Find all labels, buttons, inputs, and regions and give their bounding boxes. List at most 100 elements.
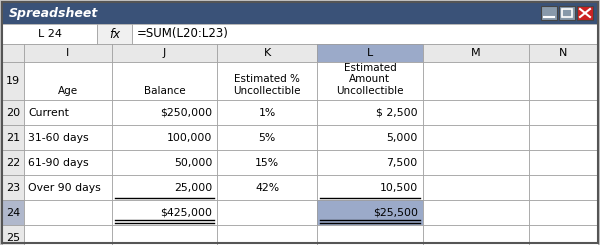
Bar: [529, 150, 598, 175]
Text: 5,000: 5,000: [386, 133, 418, 143]
Bar: [529, 175, 598, 200]
Text: M: M: [471, 48, 481, 58]
Bar: [317, 200, 423, 225]
Bar: [24, 225, 112, 245]
Bar: [24, 44, 112, 62]
Text: $25,500: $25,500: [373, 208, 418, 218]
Text: 20: 20: [6, 108, 20, 118]
Text: $425,000: $425,000: [160, 208, 212, 218]
Text: 100,000: 100,000: [167, 133, 212, 143]
Text: $250,000: $250,000: [160, 108, 212, 118]
Bar: [423, 62, 529, 100]
Bar: [112, 62, 217, 100]
Text: 7,500: 7,500: [386, 158, 418, 168]
Bar: [2, 175, 24, 200]
Bar: [423, 150, 529, 175]
Bar: [24, 125, 112, 150]
Bar: [423, 175, 529, 200]
Bar: [217, 150, 317, 175]
Bar: [423, 125, 529, 150]
Text: Balance: Balance: [143, 86, 185, 96]
Bar: [317, 150, 423, 175]
Bar: [529, 125, 598, 150]
Bar: [2, 44, 24, 62]
Bar: [112, 150, 217, 175]
Bar: [529, 225, 598, 245]
Bar: [541, 6, 557, 20]
Bar: [562, 9, 572, 17]
Bar: [24, 150, 112, 175]
Bar: [317, 100, 423, 125]
Text: 1%: 1%: [259, 108, 276, 118]
Text: 10,500: 10,500: [380, 183, 418, 193]
Text: Current: Current: [28, 108, 69, 118]
Bar: [2, 2, 598, 24]
Bar: [24, 175, 112, 200]
Bar: [529, 62, 598, 100]
Bar: [2, 62, 24, 100]
Text: Over 90 days: Over 90 days: [28, 183, 101, 193]
Bar: [112, 175, 217, 200]
Bar: [97, 24, 132, 44]
Bar: [112, 125, 217, 150]
Bar: [217, 44, 317, 62]
Bar: [24, 200, 112, 225]
Bar: [2, 100, 24, 125]
Text: 24: 24: [6, 208, 20, 218]
Bar: [2, 125, 24, 150]
Bar: [423, 200, 529, 225]
Bar: [2, 150, 24, 175]
Bar: [24, 62, 112, 100]
Bar: [217, 62, 317, 100]
Bar: [217, 200, 317, 225]
Text: N: N: [559, 48, 568, 58]
Text: 61-90 days: 61-90 days: [28, 158, 89, 168]
Bar: [217, 125, 317, 150]
Bar: [423, 100, 529, 125]
Text: 22: 22: [6, 158, 20, 168]
Bar: [423, 44, 529, 62]
Bar: [317, 125, 423, 150]
Text: 5%: 5%: [259, 133, 276, 143]
Text: L 24: L 24: [37, 29, 62, 39]
Text: 25,000: 25,000: [174, 183, 212, 193]
Text: L: L: [367, 48, 373, 58]
Text: 19: 19: [6, 76, 20, 86]
Bar: [112, 200, 217, 225]
Text: 31-60 days: 31-60 days: [28, 133, 89, 143]
Bar: [317, 44, 423, 62]
Bar: [217, 225, 317, 245]
Bar: [112, 225, 217, 245]
Bar: [24, 100, 112, 125]
Text: =SUM(L20:L23): =SUM(L20:L23): [137, 27, 229, 40]
Bar: [112, 44, 217, 62]
Text: I: I: [66, 48, 70, 58]
Text: 23: 23: [6, 183, 20, 193]
Text: 42%: 42%: [255, 183, 279, 193]
Text: 21: 21: [6, 133, 20, 143]
Bar: [529, 100, 598, 125]
Bar: [132, 24, 598, 44]
Bar: [217, 175, 317, 200]
Text: fx: fx: [109, 27, 120, 40]
Bar: [529, 44, 598, 62]
Text: J: J: [163, 48, 166, 58]
Bar: [2, 225, 24, 245]
Text: Age: Age: [58, 86, 78, 96]
Bar: [577, 6, 593, 20]
Text: K: K: [263, 48, 271, 58]
Text: $ 2,500: $ 2,500: [376, 108, 418, 118]
Bar: [217, 100, 317, 125]
Text: Estimated %
Uncollectible: Estimated % Uncollectible: [233, 74, 301, 96]
Text: 50,000: 50,000: [174, 158, 212, 168]
Bar: [112, 100, 217, 125]
Bar: [317, 225, 423, 245]
Bar: [529, 200, 598, 225]
Bar: [559, 6, 575, 20]
Bar: [423, 225, 529, 245]
Bar: [317, 62, 423, 100]
Bar: [317, 175, 423, 200]
Bar: [2, 24, 97, 44]
Text: 25: 25: [6, 233, 20, 243]
Text: 15%: 15%: [255, 158, 279, 168]
